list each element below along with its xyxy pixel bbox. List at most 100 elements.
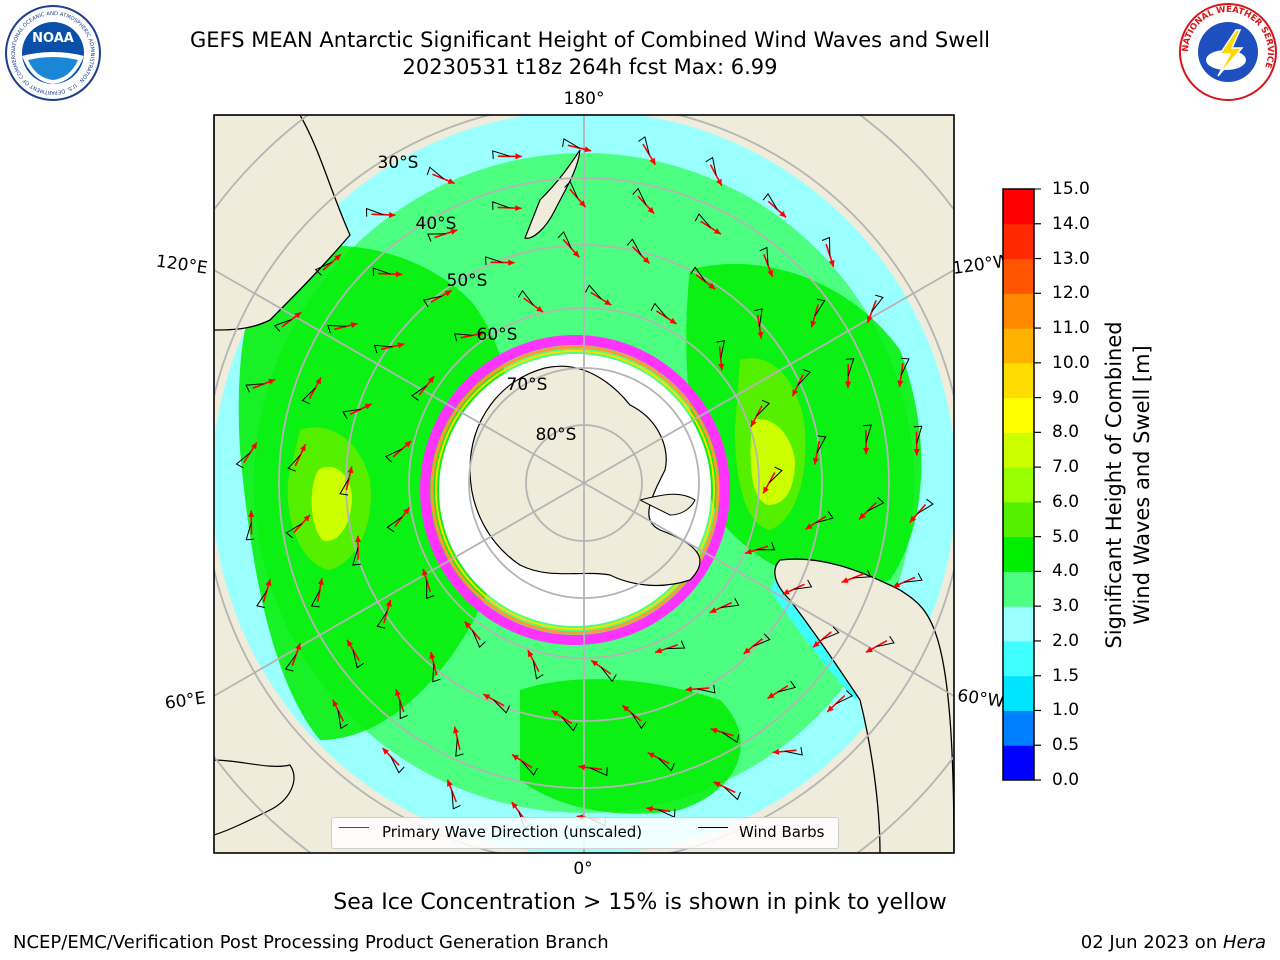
wave-arrow-head: [578, 764, 586, 771]
wind-barb: [626, 238, 642, 256]
wind-barb: [564, 180, 579, 199]
wind-barb: [756, 542, 776, 551]
wind-barb: [427, 233, 446, 242]
noaa-logo: NATIONAL OCEANIC AND ATMOSPHERIC ADMINIS…: [4, 4, 101, 101]
wind-barb: [900, 357, 910, 376]
lat-label-50s: 50°S: [447, 271, 488, 291]
chart-subtitle: 20230531 t18z 264h fcst Max: 6.99: [402, 55, 778, 79]
wind-barb: [455, 738, 464, 757]
wave-arrow-head: [828, 259, 835, 267]
chart-title: GEFS MEAN Antarctic Significant Height o…: [189, 28, 991, 52]
wave-arrow-head: [447, 178, 455, 184]
lon-label-120e: 120°E: [155, 252, 209, 279]
colorbar-tick-label: 10.0: [1052, 352, 1090, 373]
wave-arrow-head: [685, 686, 692, 693]
wind-barb: [705, 156, 717, 176]
wind-barb: [697, 684, 716, 694]
wind-barb: [903, 572, 923, 583]
wind-barb: [784, 747, 803, 756]
colorbar-tick-label: 12.0: [1052, 283, 1090, 304]
wave-arrow-head: [827, 705, 834, 712]
wave-arrow-head: [708, 282, 716, 290]
wind-barb: [876, 635, 895, 647]
sea-ice-edge-outer: [420, 335, 730, 645]
wind-barb: [759, 246, 769, 266]
wind-barb: [287, 454, 301, 472]
footer-date: 02 Jun 2023 on Hera: [1081, 932, 1266, 953]
lat-label-80s: 80°S: [536, 425, 577, 445]
wave-arrow-head: [355, 535, 362, 542]
wave-arrow-head: [515, 205, 522, 212]
colorbar-segment: [1003, 536, 1034, 572]
colorbar-segment: [1003, 432, 1034, 468]
wave-arrow-head: [572, 250, 580, 258]
wind-barb: [852, 569, 872, 579]
colorbar-tick-label: 0.5: [1052, 735, 1080, 756]
graticule: [214, 115, 954, 853]
wave-arrow-head: [347, 466, 354, 474]
wind-barb: [386, 516, 403, 533]
wind-barb: [453, 333, 473, 342]
lat-label-30s: 30°S: [378, 153, 419, 173]
wind-barb: [493, 699, 511, 714]
colorbar-segment: [1003, 223, 1034, 260]
colorbar: [1003, 188, 1041, 781]
wind-barb: [557, 231, 572, 249]
wave-arrow-head: [649, 157, 656, 165]
footer-branch: NCEP/EMC/Verification Post Processing Pr…: [13, 932, 609, 953]
wave-arrow-head: [718, 363, 725, 371]
wind-barb: [867, 497, 885, 512]
wind-barb: [301, 387, 316, 405]
wave-arrow-head: [622, 705, 630, 712]
wave-arrow-head: [395, 271, 403, 278]
wind-barb: [245, 522, 255, 541]
wave-arrow-head: [909, 515, 917, 523]
wind-barb: [821, 626, 840, 641]
wave-arrow-head: [364, 403, 372, 410]
wind-barb: [720, 597, 740, 609]
wind-barb: [273, 319, 292, 332]
wave-arrow-head: [385, 599, 392, 607]
wind-barb: [600, 666, 617, 683]
wave-arrow-head: [268, 378, 276, 385]
wave-arrow-head: [477, 331, 485, 338]
wind-barb: [365, 207, 384, 217]
wave-arrow-head: [422, 568, 428, 576]
wind-barb: [762, 193, 778, 210]
colorbar-segment: [1003, 362, 1034, 399]
lon-label-60w: 60°W: [956, 686, 1005, 712]
wave-arrow-head: [710, 727, 718, 734]
lon-label-180: 180°: [564, 89, 605, 109]
wave-arrow-head: [295, 643, 301, 650]
wind-barb-legend-label: Wind Barbs: [739, 823, 825, 841]
wave-arrow-head: [812, 457, 819, 465]
wind-barb: [484, 256, 503, 265]
wind-barb: [590, 767, 608, 777]
wind-barb: [342, 408, 361, 420]
colorbar-tick-label: 8.0: [1052, 422, 1080, 443]
wind-barb: [376, 611, 388, 629]
colorbar-segment: [1003, 571, 1034, 607]
colorbar-tick-label: 15.0: [1052, 179, 1090, 199]
wave-arrow-head: [655, 647, 663, 654]
wind-barb: [835, 690, 854, 705]
wave-direction-legend-line: [339, 827, 369, 828]
colorbar-tick-label: 6.0: [1052, 491, 1080, 512]
wind-barb: [768, 466, 783, 484]
wind-barb: [426, 580, 435, 600]
colorbar-tick-label: 0.0: [1052, 770, 1080, 790]
map-frame: [213, 114, 955, 854]
wave-arrow-head: [779, 210, 787, 218]
lat-label-70s: 70°S: [507, 375, 548, 395]
wave-arrow-head: [647, 206, 655, 214]
colorbar-segment: [1003, 640, 1034, 677]
wind-barb: [399, 700, 408, 720]
wave-arrow-head: [334, 254, 341, 261]
wave-arrow-head: [332, 699, 339, 707]
wave-arrow-head: [395, 689, 401, 697]
wind-barb: [284, 654, 297, 672]
wind-barb: [373, 344, 393, 354]
nws-logo: NATIONAL WEATHER SERVICE: [1179, 3, 1277, 101]
colorbar-tick-label: 7.0: [1052, 457, 1080, 478]
wave-arrow-head: [303, 514, 310, 522]
